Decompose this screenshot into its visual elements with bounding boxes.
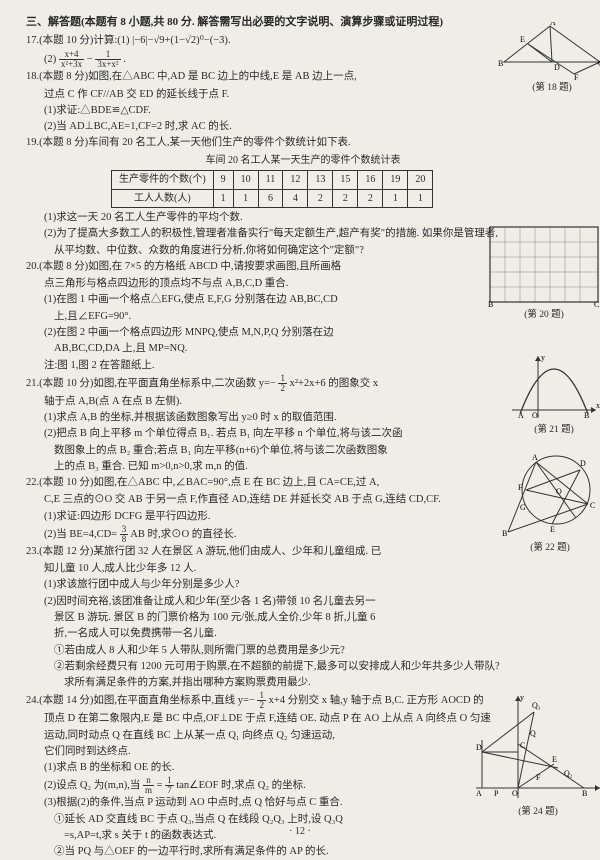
figure-24: xy OB AD CE Q₃Q FP Q₂ (第 24 题): [472, 692, 600, 820]
problem-23: 23.(本题 12 分)某旅行团 32 人在景区 A 游玩,他们由成人、少年和儿…: [26, 544, 580, 560]
stat-table: 生产零件的个数(个) 91011121315161920 工人人数(人) 116…: [111, 170, 433, 208]
problem-24: 24.(本题 14 分)如图,在平面直角坐标系中,直线 y=− 12 x+4 分…: [26, 691, 580, 710]
problem-21: 21.(本题 10 分)如图,在平面直角坐标系中,二次函数 y=− 12 x²+…: [26, 374, 580, 393]
problem-22: 22.(本题 10 分)如图,在△ABC 中,∠BAC=90°,点 E 在 BC…: [26, 475, 580, 491]
svg-text:x: x: [596, 401, 600, 410]
svg-text:A: A: [532, 453, 538, 462]
svg-text:B: B: [498, 59, 503, 68]
figure-22: AD BC EF OG (第 22 题): [500, 452, 600, 556]
problem-20: 20.(本题 8 分)如图,在 7×5 的方格纸 ABCD 中,请按要求画图,且…: [26, 259, 580, 275]
page-number: · 12 ·: [0, 824, 600, 840]
svg-text:G: G: [520, 503, 526, 512]
svg-text:B: B: [502, 529, 507, 538]
svg-text:A: A: [518, 411, 524, 420]
svg-text:D: D: [476, 743, 482, 752]
problem-19: 19.(本题 8 分)车间有 20 名工人,某一天他们生产的零件个数统计如下表.: [26, 135, 580, 151]
svg-text:E: E: [552, 755, 557, 764]
svg-text:B: B: [582, 789, 587, 798]
svg-text:Q₂: Q₂: [564, 769, 573, 778]
svg-text:O: O: [512, 789, 518, 798]
svg-text:B: B: [488, 300, 493, 307]
section-title: 三、解答题(本题有 8 小题,共 80 分. 解答需写出必要的文字说明、演算步骤…: [26, 14, 580, 31]
svg-text:D: D: [580, 459, 586, 468]
svg-text:Q: Q: [530, 729, 536, 738]
svg-text:E: E: [550, 525, 555, 534]
svg-text:A: A: [550, 22, 556, 27]
svg-text:O: O: [532, 411, 538, 420]
svg-text:C: C: [520, 741, 525, 750]
svg-text:B: B: [584, 411, 589, 420]
svg-text:y: y: [541, 353, 545, 362]
page-content: 三、解答题(本题有 8 小题,共 80 分. 解答需写出必要的文字说明、演算步骤…: [26, 14, 580, 860]
problem-18: 18.(本题 8 分)如图,在△ABC 中,AD 是 BC 边上的中线,E 是 …: [26, 69, 580, 85]
svg-text:C: C: [590, 501, 595, 510]
problem-17: 17.(本题 10 分)计算:(1) |−6|−√9+(1−√2)⁰−(−3).: [26, 33, 580, 49]
svg-text:F: F: [536, 773, 541, 782]
svg-text:D: D: [594, 225, 600, 227]
svg-text:P: P: [494, 789, 499, 798]
figure-21: xy AOB (第 21 题): [508, 352, 600, 438]
svg-text:A: A: [476, 789, 482, 798]
p17-sub2: (2) x+4x²+3x − 13x+x² .: [26, 50, 580, 69]
p17-head: 17.(本题 10 分)计算:(1) |−6|−√9+(1−√2)⁰−(−3).: [26, 35, 230, 46]
svg-text:A: A: [488, 225, 494, 227]
svg-text:C: C: [594, 300, 599, 307]
